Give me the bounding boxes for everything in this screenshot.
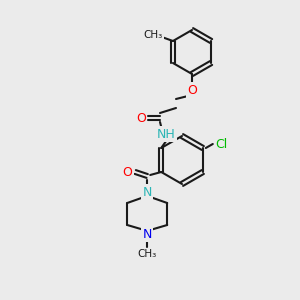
Text: N: N [142,185,152,199]
Text: O: O [122,166,132,178]
Text: O: O [187,83,197,97]
Text: N: N [142,227,152,241]
Text: CH₃: CH₃ [143,30,163,40]
Text: NH: NH [157,128,175,140]
Text: O: O [136,112,146,124]
Text: CH₃: CH₃ [138,249,157,259]
Text: Cl: Cl [216,137,228,151]
